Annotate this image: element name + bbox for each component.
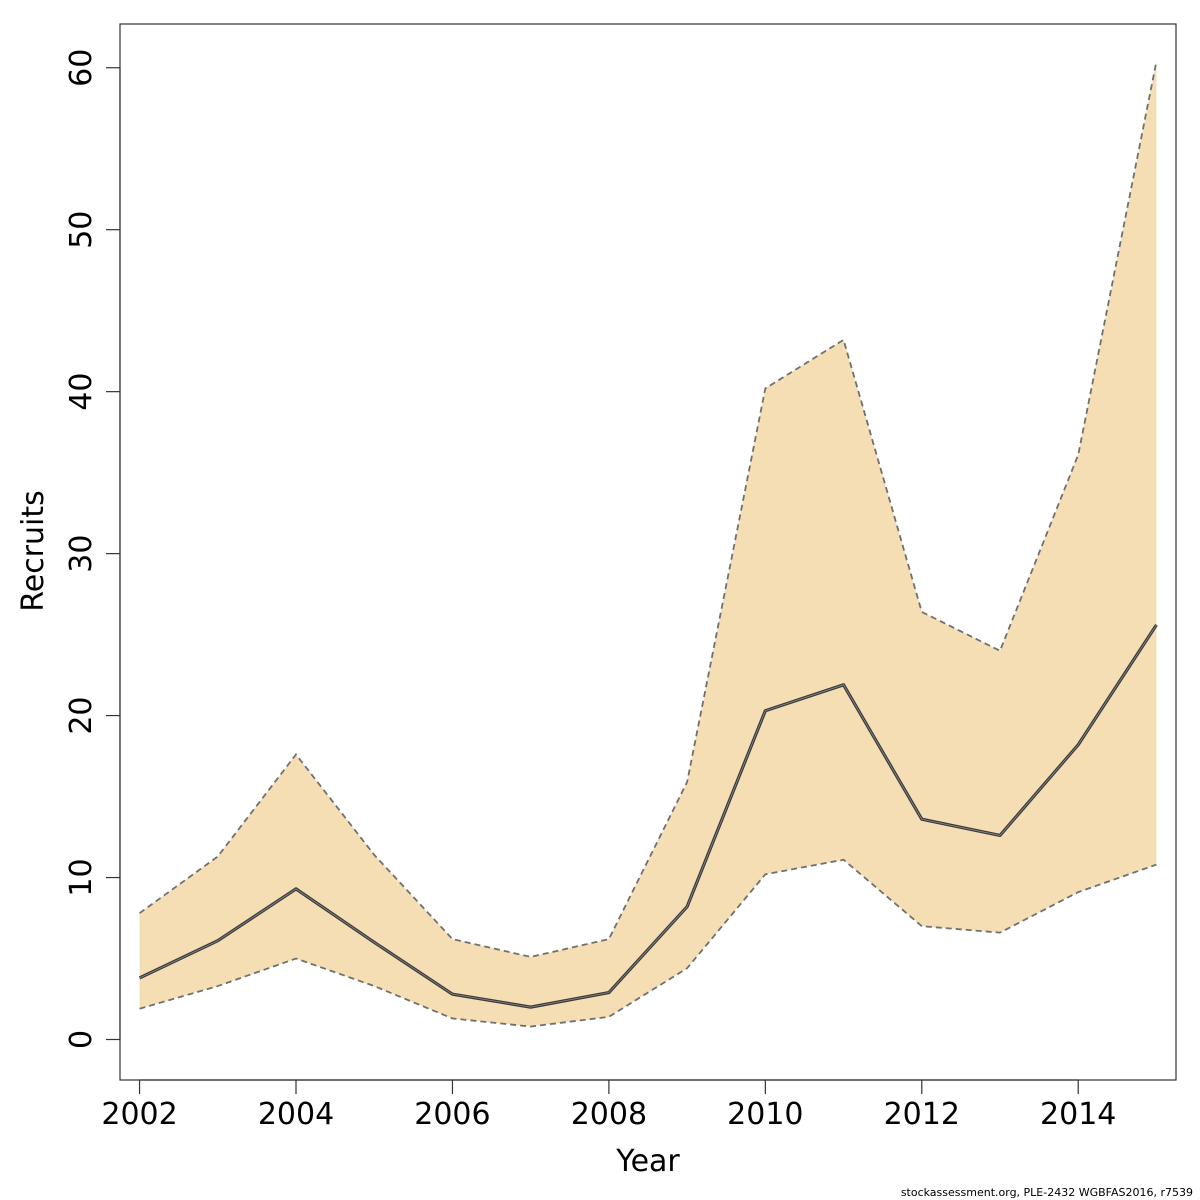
lower-bound-line (139, 858, 1157, 1028)
x-tick-label-2006: 2006 (414, 1097, 490, 1132)
credit-text: stockassessment.org, PLE-2432 WGBFAS2016… (901, 1186, 1193, 1199)
y-tick-label-20: 20 (64, 696, 99, 734)
estimate-line-highlight (139, 624, 1157, 1008)
x-axis-label: Year (615, 1144, 680, 1179)
y-tick-label-40: 40 (64, 373, 99, 411)
x-tick-label-2002: 2002 (101, 1097, 177, 1132)
y-tick-label-60: 60 (64, 49, 99, 87)
y-axis-label: Recruits (16, 490, 51, 612)
x-axis: 2002 2004 2006 2008 2010 2012 2014 (101, 1079, 1116, 1132)
y-tick-label-30: 30 (64, 535, 99, 573)
x-tick-label-2008: 2008 (571, 1097, 647, 1132)
x-tick-label-2014: 2014 (1040, 1097, 1116, 1132)
x-tick-label-2012: 2012 (884, 1097, 960, 1132)
y-tick-label-50: 50 (64, 211, 99, 249)
y-axis: 0 10 20 30 40 50 60 (64, 49, 121, 1049)
y-tick-label-0: 0 (64, 1030, 99, 1049)
x-tick-label-2004: 2004 (258, 1097, 334, 1132)
upper-bound-line (139, 61, 1158, 958)
x-tick-label-2010: 2010 (727, 1097, 803, 1132)
y-tick-label-10: 10 (64, 858, 99, 896)
